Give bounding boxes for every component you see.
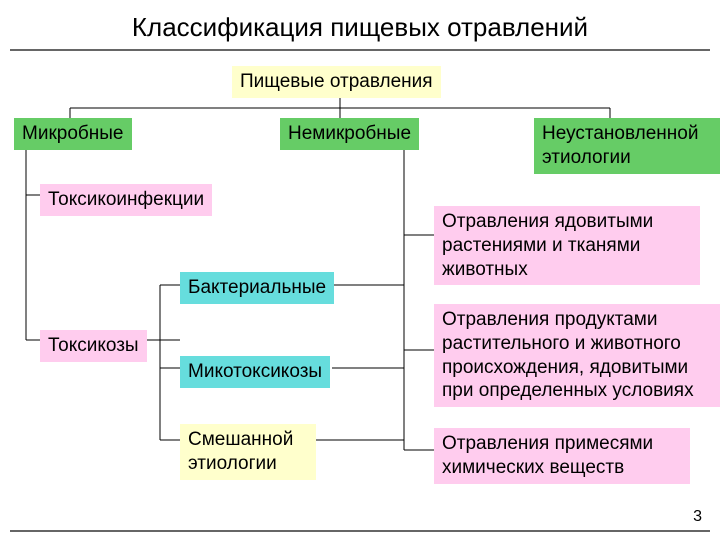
node-chemical-impurities: Отравления примесями химических веществ xyxy=(434,428,690,484)
node-toxicoinfections: Токсикоинфекции xyxy=(40,184,212,216)
slide-title: Классификация пищевых отравлений xyxy=(0,0,720,49)
node-mycotoxicoses: Микотоксикозы xyxy=(180,356,330,388)
node-mixed-etiology: Смешанной этиологии xyxy=(180,424,316,480)
page-number: 3 xyxy=(693,508,702,526)
node-microbial: Микробные xyxy=(14,118,132,150)
node-root: Пищевые отравления xyxy=(232,66,441,98)
title-underline xyxy=(10,49,710,51)
node-toxicoses: Токсикозы xyxy=(40,330,147,362)
node-unknown-etiology: Неустановленной этиологии xyxy=(534,118,720,174)
node-conditional-poisonous: Отравления продуктами растительного и жи… xyxy=(434,304,720,407)
node-bacterial: Бактериальные xyxy=(180,272,334,304)
footer-line xyxy=(10,530,710,532)
node-nonmicrobial: Немикробные xyxy=(280,118,419,150)
node-poisonous-plants: Отравления ядовитыми растениями и тканям… xyxy=(434,206,700,285)
